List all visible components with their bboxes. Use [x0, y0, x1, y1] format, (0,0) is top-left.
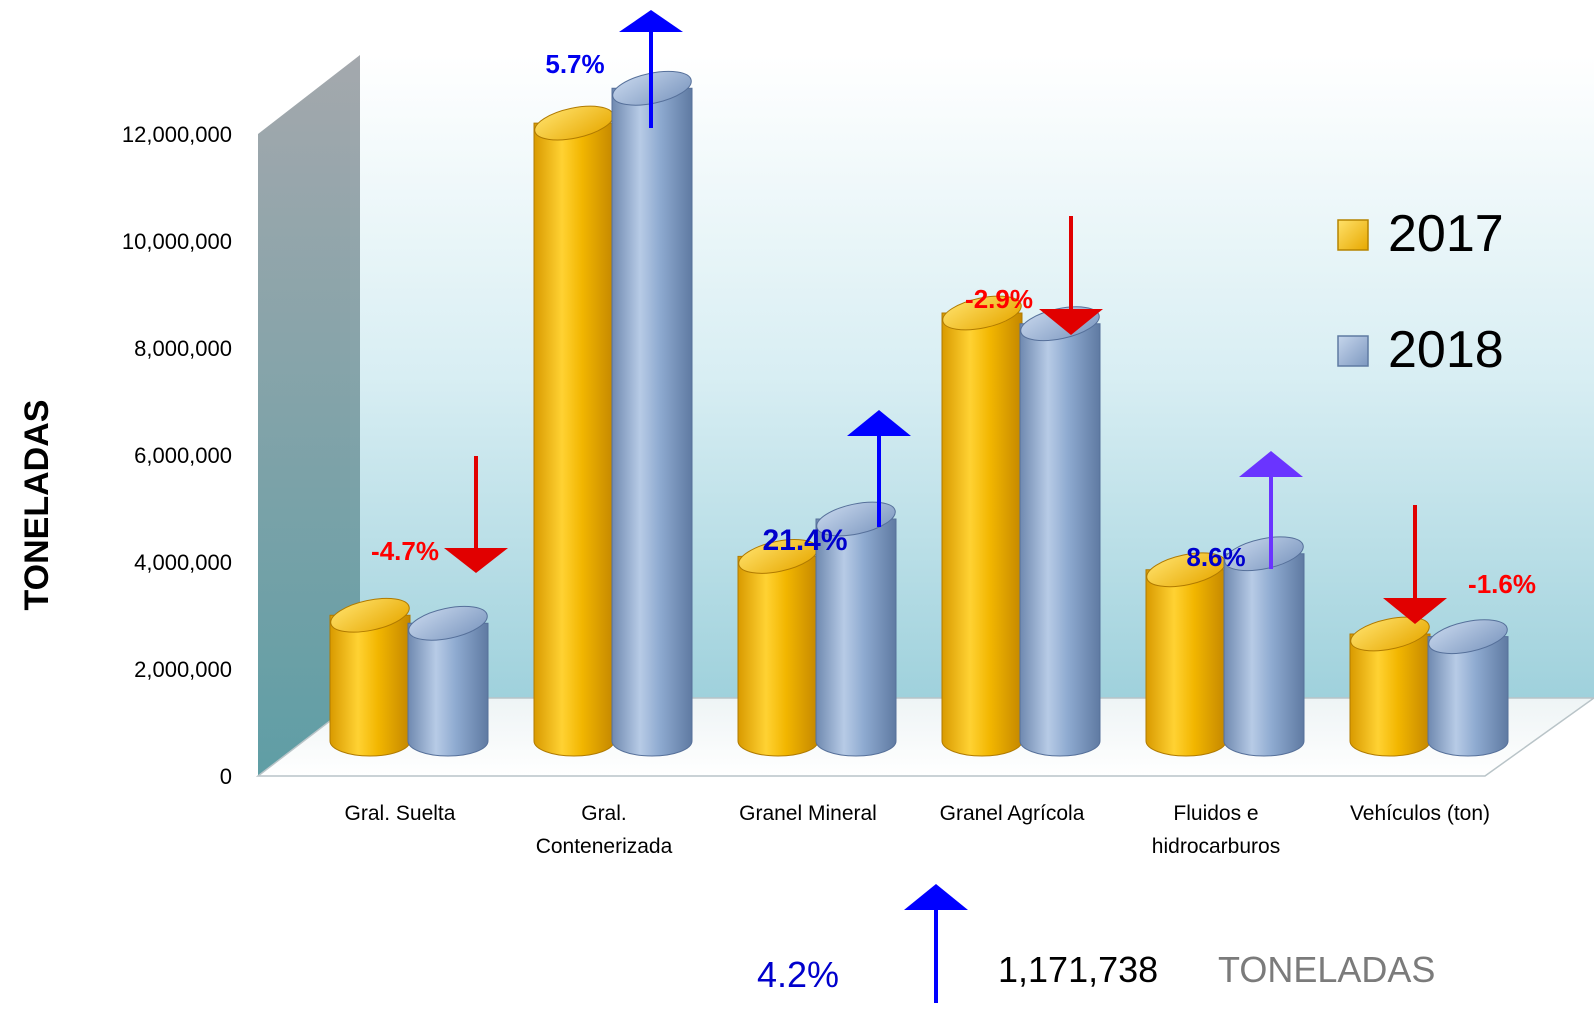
- category-label: Gral. Suelta: [345, 802, 456, 825]
- bar-2018-2: [815, 501, 897, 757]
- y-tick-label: 6,000,000: [134, 443, 232, 468]
- bar-body: [329, 614, 411, 757]
- change-5: -1.6%: [1383, 505, 1536, 624]
- bar-body: [1019, 323, 1101, 757]
- down-arrow-icon: [444, 456, 508, 573]
- down-arrow-icon: [1383, 505, 1447, 624]
- category-label: Granel Agrícola: [940, 802, 1085, 825]
- y-axis-label: TONELADAS: [18, 400, 56, 611]
- y-tick-label: 8,000,000: [134, 336, 232, 361]
- category-labels: Gral. Suelta Gral. Contenerizada Granel Min…: [345, 802, 1490, 858]
- y-tick-label: 2,000,000: [134, 657, 232, 682]
- category-label: Granel Mineral: [739, 802, 877, 825]
- bar-top: [1428, 619, 1508, 655]
- summary-percent: 4.2%: [757, 954, 839, 995]
- bar-top: [942, 295, 1022, 331]
- bar-top: [408, 605, 488, 641]
- bar-body: [1223, 553, 1305, 757]
- up-arrow-icon: [619, 10, 683, 128]
- change-1: 5.7%: [545, 10, 683, 128]
- change-2: 21.4%: [762, 410, 911, 557]
- bar-2017-0: [329, 597, 411, 757]
- bar-2017-2: [737, 539, 819, 757]
- change-label: -4.7%: [371, 536, 439, 566]
- category-label: Gral. Contenerizada: [536, 802, 673, 858]
- y-axis-ticks: 0 2,000,000 4,000,000 6,000,000 8,000,000 10,…: [122, 122, 232, 789]
- y-tick-label: 12,000,000: [122, 122, 232, 147]
- legend: 2017 2018: [1337, 205, 1504, 379]
- summary-value: 1,171,738: [998, 949, 1158, 990]
- change-label: 5.7%: [545, 49, 604, 79]
- bar-body: [941, 312, 1023, 757]
- legend-swatch-2018: [1337, 335, 1369, 367]
- bar-body: [533, 122, 615, 757]
- bar-top: [816, 501, 896, 537]
- legend-label-2017: 2017: [1388, 205, 1504, 263]
- bar-2018-1: [611, 70, 693, 757]
- bar-2017-4: [1145, 552, 1227, 757]
- down-arrow-icon: [1039, 216, 1103, 335]
- bar-2017-5: [1349, 616, 1431, 757]
- bar-top: [330, 597, 410, 633]
- bar-2018-3: [1019, 306, 1101, 757]
- y-tick-label: 4,000,000: [134, 550, 232, 575]
- change-label: 21.4%: [762, 524, 847, 557]
- bar-body: [407, 622, 489, 757]
- change-4: 8.6%: [1186, 451, 1303, 572]
- change-label: 8.6%: [1186, 542, 1245, 572]
- y-tick-label: 10,000,000: [122, 229, 232, 254]
- legend-label-2018: 2018: [1388, 321, 1504, 379]
- legend-swatch-2017: [1337, 219, 1369, 251]
- category-label: Fluidos e hidrocarburos: [1152, 802, 1280, 858]
- up-arrow-icon: [1239, 451, 1303, 569]
- category-label: Vehículos (ton): [1350, 802, 1490, 825]
- summary: 4.2% 1,171,738 TONELADAS: [757, 884, 1435, 1003]
- bar-2017-3: [941, 295, 1023, 757]
- up-arrow-icon: [847, 410, 911, 527]
- bar-top: [1350, 616, 1430, 652]
- summary-unit: TONELADAS: [1218, 949, 1435, 990]
- bar-2018-5: [1427, 619, 1509, 757]
- bar-2018-0: [407, 605, 489, 757]
- bar-body: [815, 518, 897, 757]
- change-annotations: -4.7% 5.7% 21.4% -2.9% 8.6% -1.6%: [371, 10, 1536, 624]
- bars: [329, 70, 1509, 757]
- bar-top: [1224, 536, 1304, 572]
- bar-body: [1145, 569, 1227, 757]
- bar-2018-4: [1223, 536, 1305, 757]
- summary-up-arrow-icon: [904, 884, 968, 1003]
- bar-body: [611, 87, 693, 757]
- y-tick-label: 0: [220, 764, 232, 789]
- bar-2017-1: [533, 105, 615, 757]
- bar-body: [737, 555, 819, 757]
- change-3: -2.9%: [965, 216, 1103, 335]
- bar-body: [1349, 633, 1431, 757]
- change-label: -1.6%: [1468, 569, 1536, 599]
- side-wall: [258, 55, 360, 776]
- change-label: -2.9%: [965, 284, 1033, 314]
- bar-body: [1427, 636, 1509, 757]
- change-0: -4.7%: [371, 456, 508, 573]
